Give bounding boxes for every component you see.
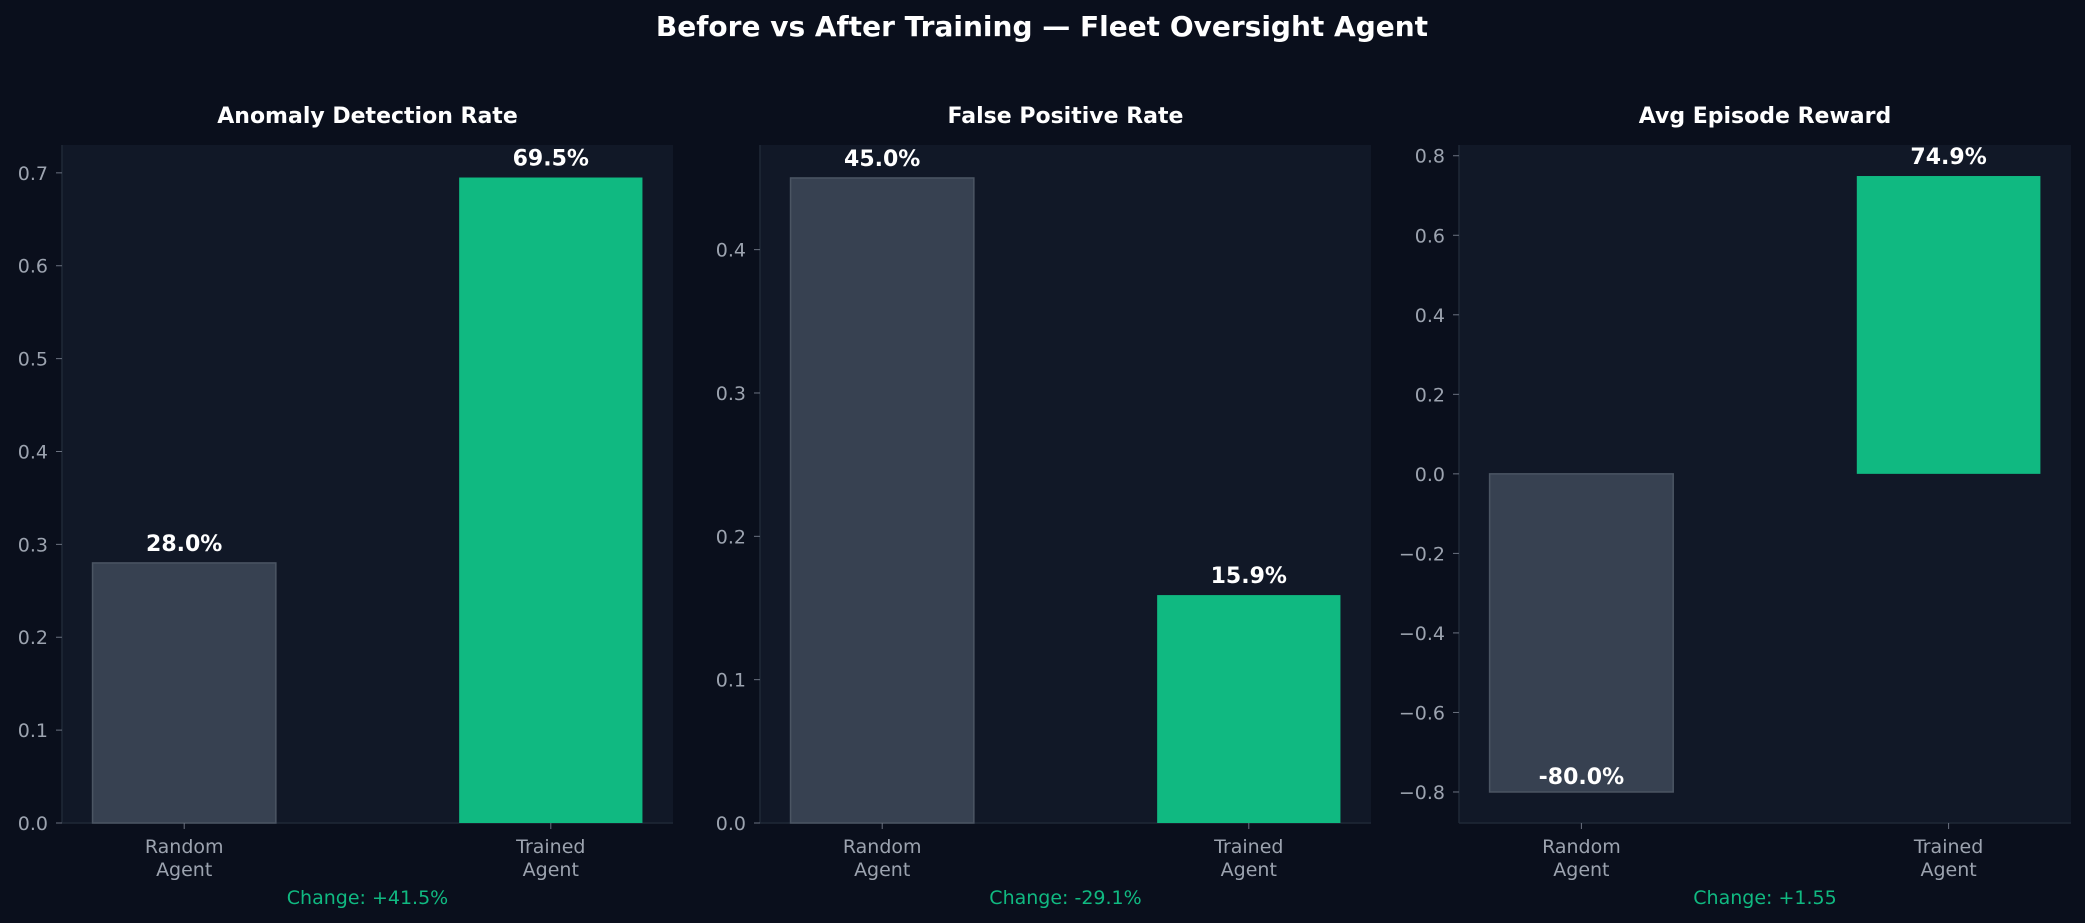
x-tick-label: Trained Agent [515, 836, 585, 881]
chart-panel: Anomaly Detection Rate 0.0 0.1 0.2 0.3 0.4 0.5… [18, 104, 673, 909]
change-annotation: Change: +41.5% [287, 887, 448, 909]
x-tick-label: Random Agent [145, 836, 224, 881]
bar-trained-agent [1157, 595, 1341, 823]
y-tick-label: 0.7 [18, 163, 48, 185]
y-tick-label: −0.8 [1399, 782, 1445, 804]
y-tick-label: −0.2 [1399, 543, 1445, 565]
change-annotation: Change: +1.55 [1693, 887, 1836, 909]
bar-trained-agent [459, 177, 643, 824]
chart-title: Avg Episode Reward [1639, 104, 1891, 129]
y-tick-label: 0.2 [716, 526, 746, 548]
y-tick-label: 0.5 [18, 349, 48, 371]
bar-value-label: 28.0% [146, 532, 222, 557]
y-tick-label: 0.1 [18, 720, 48, 742]
chart-panel: Avg Episode Reward −0.8 −0.6 −0.4 −0.2 0.0 0.2… [1399, 104, 2071, 909]
bar-trained-agent [1856, 176, 2041, 474]
y-tick-label: 0.3 [716, 383, 746, 405]
y-tick-label: −0.4 [1399, 623, 1445, 645]
figure-title: Before vs After Training — Fleet Oversig… [656, 10, 1428, 43]
y-tick-label: 0.8 [1415, 146, 1445, 168]
y-tick-label: −0.6 [1399, 702, 1445, 724]
y-tick-label: 0.0 [716, 813, 746, 835]
x-tick-label: Trained Agent [1213, 836, 1283, 881]
bar-value-label: 74.9% [1910, 145, 1986, 170]
x-tick-label: Random Agent [1542, 836, 1621, 881]
y-tick-label: 0.1 [716, 670, 746, 692]
y-tick-label: 0.0 [18, 813, 48, 835]
bar-value-label: 45.0% [844, 147, 920, 172]
chart-panel: False Positive Rate 0.0 0.1 0.2 0.3 0.4 45.0% R… [716, 104, 1371, 909]
x-tick-label: Random Agent [843, 836, 922, 881]
bar-value-label: -80.0% [1539, 765, 1624, 790]
chart-title: Anomaly Detection Rate [217, 104, 518, 129]
y-tick-label: 0.4 [1415, 305, 1445, 327]
bar-random-agent [91, 562, 277, 824]
bar-random-agent [1488, 473, 1674, 793]
change-annotation: Change: -29.1% [989, 887, 1141, 909]
bar-random-agent [789, 177, 975, 824]
y-tick-label: 0.4 [18, 441, 48, 463]
chart-title: False Positive Rate [948, 104, 1184, 129]
y-tick-label: 0.4 [716, 240, 746, 262]
bar-value-label: 69.5% [513, 147, 589, 172]
y-tick-label: 0.0 [1415, 464, 1445, 486]
y-tick-label: 0.6 [18, 256, 48, 278]
y-tick-label: 0.2 [1415, 384, 1445, 406]
y-tick-label: 0.2 [18, 627, 48, 649]
bar-value-label: 15.9% [1211, 564, 1287, 589]
y-tick-label: 0.6 [1415, 225, 1445, 247]
x-tick-label: Trained Agent [1913, 836, 1983, 881]
y-tick-label: 0.3 [18, 534, 48, 556]
